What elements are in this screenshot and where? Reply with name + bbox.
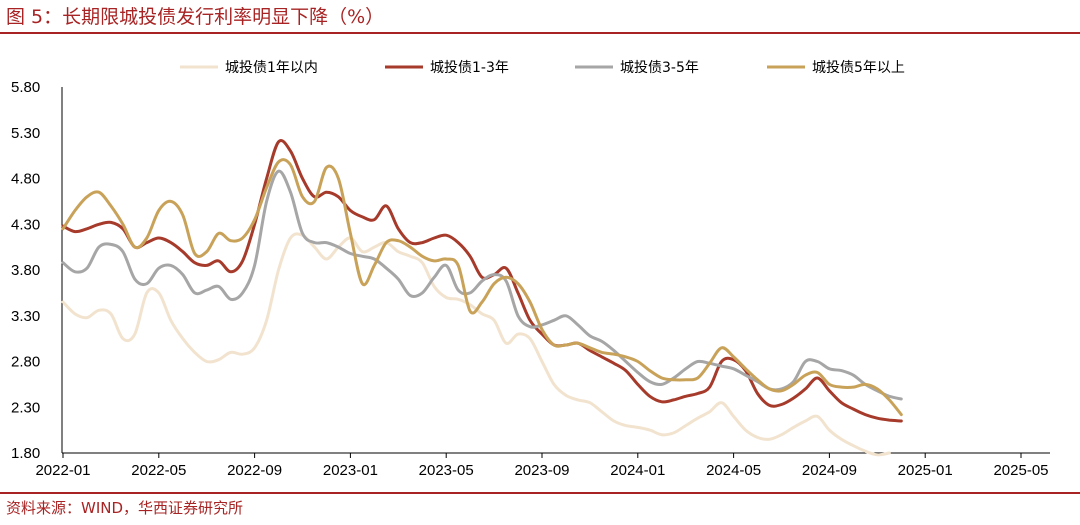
- x-tick-label: 2023-09: [514, 462, 569, 479]
- chart-axes: 1.80 2.30 2.80 3.30 3.80 4.30 4.80 5.30 5.80 2022…: [11, 79, 1050, 479]
- figure-title: 图 5：长期限城投债发行利率明显下降（%）: [6, 6, 385, 28]
- series-line-4: [61, 158, 903, 417]
- chart-legend: 城投债1年以内 城投债1-3年 城投债3-5年 城投债5年以上: [180, 60, 905, 76]
- y-tick-label: 3.80: [11, 262, 40, 279]
- series-line-3: [61, 169, 903, 401]
- title-rule: [0, 32, 1080, 34]
- x-tick-label: 2024-09: [802, 462, 857, 479]
- y-tick-label: 2.30: [11, 399, 40, 416]
- chart-series-lines: [61, 139, 903, 457]
- line-chart: 1.80 2.30 2.80 3.30 3.80 4.30 4.80 5.30 5.80 2022…: [11, 60, 1050, 479]
- y-tick-label: 2.80: [11, 354, 40, 371]
- series-line-2: [61, 139, 903, 423]
- x-tick-label: 2022-05: [131, 462, 186, 479]
- y-tick-label: 1.80: [11, 445, 40, 462]
- y-tick-label: 4.30: [11, 216, 40, 233]
- legend-label-1: 城投债1年以内: [225, 60, 318, 76]
- source-note: 资料来源：WIND，华西证券研究所: [6, 499, 244, 517]
- x-tick-label: 2023-05: [419, 462, 474, 479]
- y-tick-label: 4.80: [11, 171, 40, 188]
- y-tick-label: 5.30: [11, 125, 40, 142]
- legend-label-4: 城投债5年以上: [812, 60, 905, 76]
- x-tick-label: 2024-05: [706, 462, 761, 479]
- x-tick-label: 2024-01: [610, 462, 665, 479]
- x-tick-label: 2023-01: [323, 462, 378, 479]
- legend-label-3: 城投债3-5年: [620, 60, 699, 76]
- x-tick-label: 2025-01: [898, 462, 953, 479]
- x-tick-label: 2025-05: [993, 462, 1048, 479]
- x-tick-label: 2022-09: [227, 462, 282, 479]
- source-rule: [0, 492, 1080, 494]
- y-tick-label: 5.80: [11, 79, 40, 96]
- y-tick-label: 3.30: [11, 308, 40, 325]
- legend-label-2: 城投债1-3年: [430, 60, 509, 76]
- x-tick-label: 2022-01: [35, 462, 90, 479]
